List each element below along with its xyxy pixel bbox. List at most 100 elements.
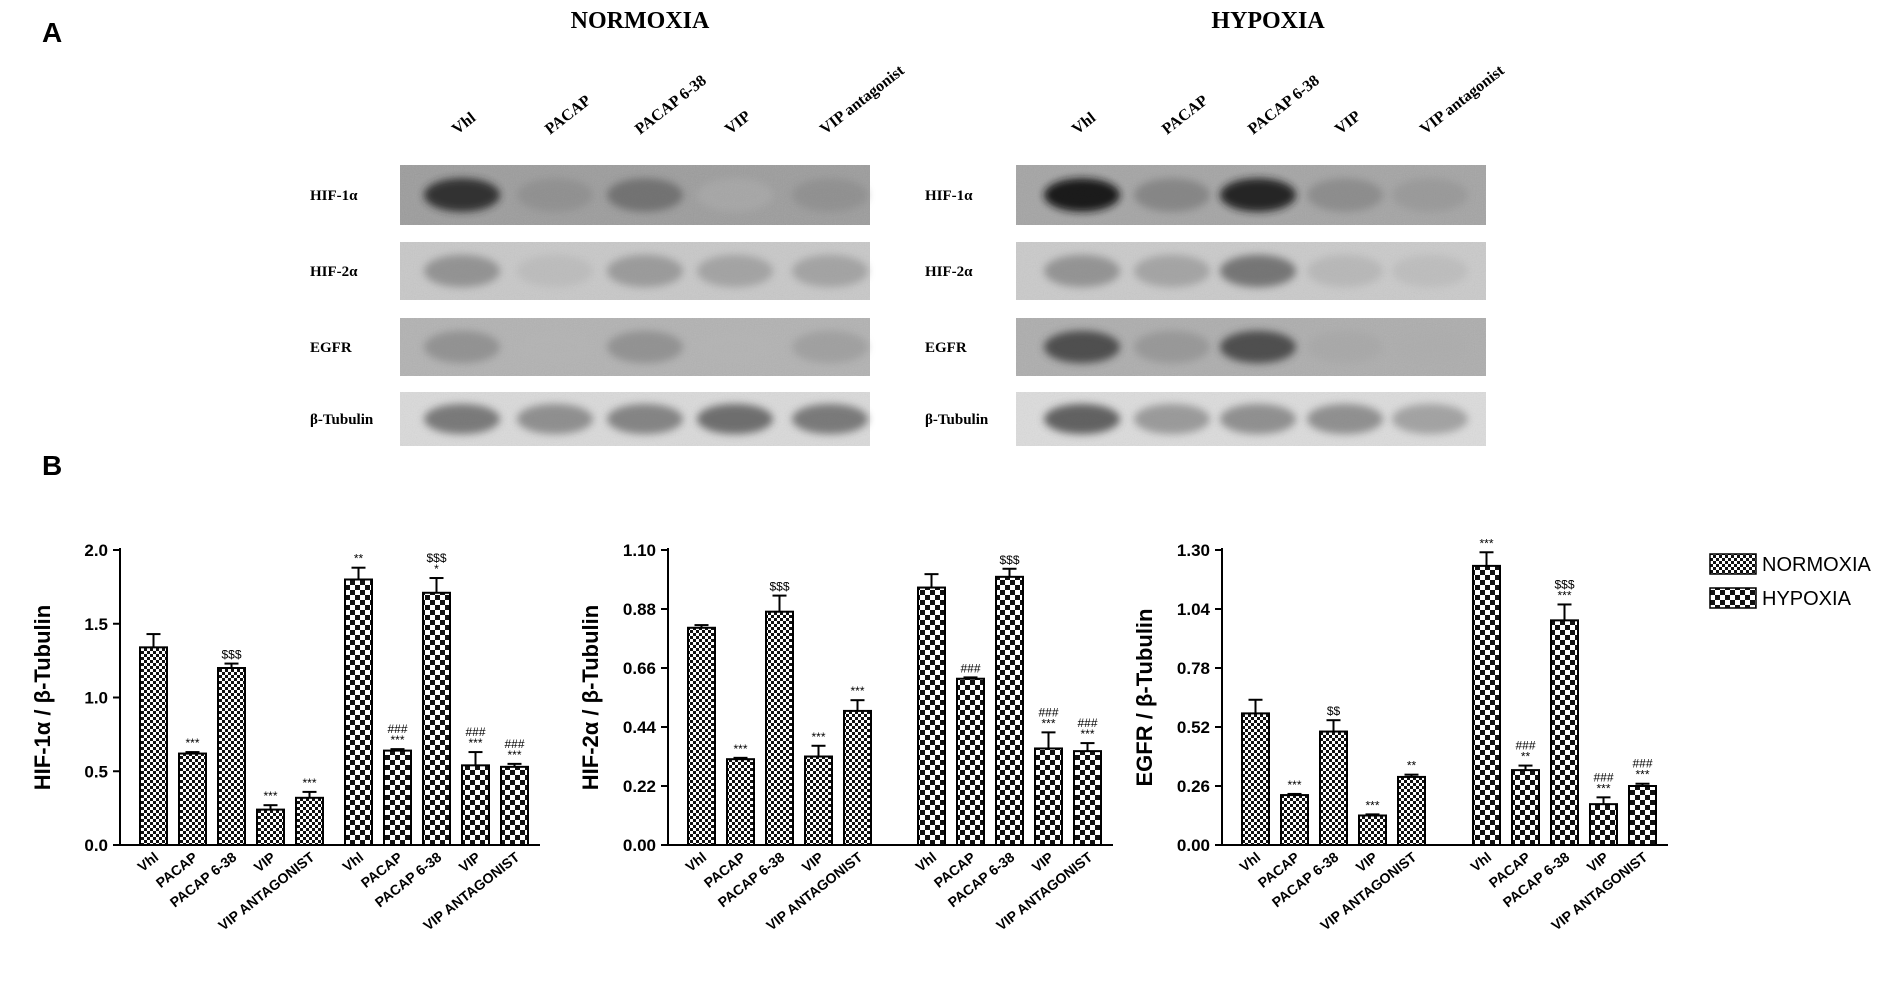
lane-label: PACAP 6-38 <box>1245 72 1323 138</box>
significance-mark: *** <box>185 736 199 750</box>
x-tick-label: Vhl <box>1467 849 1494 875</box>
y-tick-label: 0.00 <box>1177 836 1210 855</box>
legend-label-hypoxia: HYPOXIA <box>1762 588 1852 610</box>
x-tick-label: Vhl <box>682 849 709 875</box>
row-label: HIF-2α <box>310 264 358 280</box>
significance-mark: *** <box>263 789 277 803</box>
y-tick-label: 0.88 <box>623 600 656 619</box>
blot-band <box>792 403 868 435</box>
chart-3: 0.00 0.26 0.52 0.78 1.04 1.30 EGFR / β-Tubulin… <box>1132 536 1668 934</box>
lane-label: PACAP 6-38 <box>632 72 710 138</box>
bar <box>1034 747 1063 846</box>
significance-mark: *** <box>390 733 404 747</box>
lane-label: VIP antagonist <box>817 62 908 138</box>
row-label: EGFR <box>310 340 352 356</box>
blot-band <box>517 178 593 212</box>
x-tick-label: VIP <box>1584 849 1612 876</box>
bar <box>256 808 285 846</box>
bar <box>500 765 529 847</box>
blot-band <box>792 330 868 364</box>
significance-mark: *** <box>1041 716 1055 730</box>
blot-band <box>1307 254 1383 288</box>
blot-band <box>1392 330 1468 364</box>
row-label: HIF-1α <box>925 188 973 204</box>
blot-band <box>424 330 500 364</box>
y-axis-label: HIF-1α / β-Tubulin <box>30 605 55 790</box>
bar <box>383 749 412 846</box>
y-tick-label: 1.30 <box>1177 541 1210 560</box>
blot-band <box>1220 330 1296 364</box>
row-label: β-Tubulin <box>310 412 374 428</box>
x-tick-label: VIP <box>251 849 279 876</box>
significance-mark: $$$ <box>999 553 1019 567</box>
bar <box>843 709 872 847</box>
bar <box>1241 712 1270 847</box>
bar <box>1319 730 1348 846</box>
lane-label: PACAP <box>542 92 594 138</box>
blot-band <box>1044 254 1120 288</box>
blot-band <box>1044 330 1120 364</box>
lane-label: VIP antagonist <box>1417 62 1508 138</box>
x-tick-label: Vhl <box>339 849 366 875</box>
x-tick-label: VIP <box>799 849 827 876</box>
bar <box>1280 794 1309 846</box>
significance-mark: ### <box>504 737 524 751</box>
legend-label-normoxia: NORMOXIA <box>1762 554 1872 576</box>
y-tick-label: 0.52 <box>1177 718 1210 737</box>
significance-mark: $$$ <box>769 580 789 594</box>
bar <box>1073 750 1102 846</box>
x-tick-label: Vhl <box>1236 849 1263 875</box>
x-tick-label: VIP <box>1353 849 1381 876</box>
significance-mark: ### <box>1077 716 1097 730</box>
significance-mark: ### <box>1593 770 1613 784</box>
significance-mark: *** <box>468 736 482 750</box>
blot-band <box>517 254 593 288</box>
bar <box>139 646 168 846</box>
bar <box>461 764 490 846</box>
significance-mark: *** <box>733 742 747 756</box>
y-tick-label: 2.0 <box>84 541 108 560</box>
significance-mark: ** <box>1407 759 1417 773</box>
blot-band <box>424 403 500 435</box>
significance-mark: $$$ <box>1554 577 1574 591</box>
blot-band <box>1307 403 1383 435</box>
blot-band <box>697 254 773 288</box>
y-tick-label: 0.78 <box>1177 659 1210 678</box>
blot-band <box>697 403 773 435</box>
blot-band <box>1307 178 1383 212</box>
y-axis-label: HIF-2α / β-Tubulin <box>578 605 603 790</box>
blot-band <box>1134 254 1210 288</box>
significance-mark: ### <box>465 725 485 739</box>
bar <box>995 575 1024 846</box>
row-label: HIF-1α <box>310 188 358 204</box>
row-label: EGFR <box>925 340 967 356</box>
significance-mark: *** <box>1557 588 1571 602</box>
bar <box>917 586 946 847</box>
panel-a-letter: A <box>42 17 62 48</box>
bar <box>1397 775 1426 847</box>
lane-label: Vhl <box>449 109 480 138</box>
bar <box>1358 814 1387 846</box>
significance-mark: *** <box>1635 768 1649 782</box>
significance-mark: ### <box>387 722 407 736</box>
blot-band <box>1392 178 1468 212</box>
bar <box>804 755 833 846</box>
y-tick-label: 0.44 <box>623 718 657 737</box>
y-axis-label: EGFR / β-Tubulin <box>1132 609 1157 787</box>
y-tick-label: 0.26 <box>1177 777 1210 796</box>
blot-band <box>607 330 683 364</box>
western-blot-panel: NORMOXIA Vhl PACAP PACAP 6-38 VIP VIP antagon… <box>310 8 1508 446</box>
bar <box>1550 619 1579 846</box>
blot-band <box>1044 403 1120 435</box>
significance-mark: ### <box>1038 705 1058 719</box>
significance-mark: *** <box>850 684 864 698</box>
blot-band <box>1220 178 1296 212</box>
significance-mark: *** <box>302 776 316 790</box>
y-tick-label: 0.66 <box>623 659 656 678</box>
significance-mark: $$$ <box>221 648 241 662</box>
significance-mark: ### <box>960 661 980 675</box>
blot-band <box>517 330 593 364</box>
blot-band <box>1392 403 1468 435</box>
